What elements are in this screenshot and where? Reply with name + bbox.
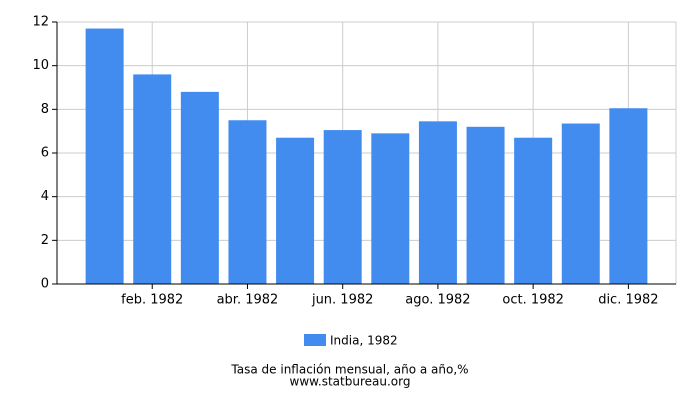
y-tick-label: 12 xyxy=(32,15,49,30)
x-tick-label: ago. 1982 xyxy=(405,293,470,308)
bar xyxy=(561,123,600,285)
bar xyxy=(133,74,172,285)
bar xyxy=(180,91,219,284)
bar xyxy=(371,133,410,284)
chart-subtitle: www.statbureau.org xyxy=(290,375,411,389)
y-tick-label: 4 xyxy=(41,189,49,204)
bar xyxy=(514,137,553,284)
y-tick-label: 8 xyxy=(41,102,49,117)
x-tick-label: feb. 1982 xyxy=(121,293,183,308)
bar xyxy=(323,130,362,284)
x-tick-label: jun. 1982 xyxy=(311,293,373,308)
bar xyxy=(228,120,267,284)
bar xyxy=(609,108,648,284)
chart-title: Tasa de inflación mensual, año a año,% xyxy=(230,363,468,377)
y-tick-label: 6 xyxy=(41,146,49,161)
bar xyxy=(418,121,457,284)
y-tick-label: 0 xyxy=(41,277,49,292)
legend-swatch xyxy=(304,334,326,346)
x-tick-label: dic. 1982 xyxy=(598,293,658,308)
bar xyxy=(85,28,124,284)
legend-label: India, 1982 xyxy=(330,334,398,348)
bar xyxy=(466,126,505,284)
x-tick-label: oct. 1982 xyxy=(502,293,564,308)
bar xyxy=(276,137,315,284)
x-tick-label: abr. 1982 xyxy=(217,293,279,308)
y-tick-label: 2 xyxy=(41,233,49,248)
y-tick-label: 10 xyxy=(32,58,49,73)
